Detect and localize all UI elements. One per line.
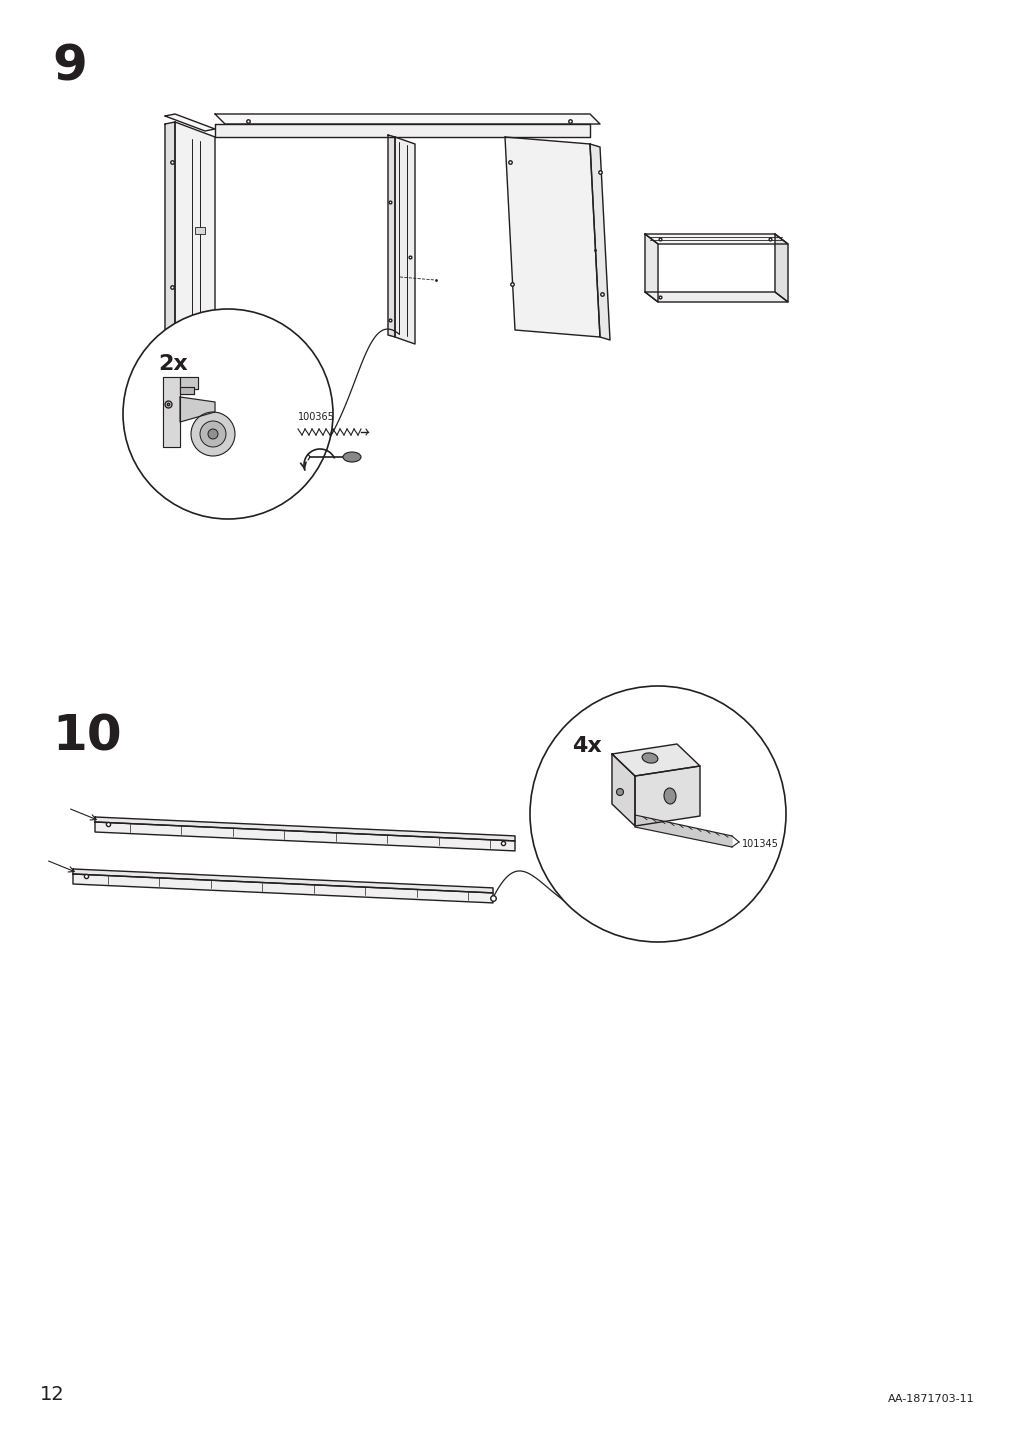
Circle shape xyxy=(123,309,333,518)
Ellipse shape xyxy=(641,753,657,763)
FancyBboxPatch shape xyxy=(195,228,205,233)
Ellipse shape xyxy=(616,789,623,796)
Text: 101345: 101345 xyxy=(741,839,778,849)
Polygon shape xyxy=(165,122,175,334)
Polygon shape xyxy=(612,755,634,826)
Polygon shape xyxy=(634,815,731,846)
Polygon shape xyxy=(95,822,515,851)
Text: 100365: 100365 xyxy=(297,412,335,422)
Text: 12: 12 xyxy=(40,1385,65,1403)
Polygon shape xyxy=(644,292,788,302)
Circle shape xyxy=(208,430,217,440)
Ellipse shape xyxy=(663,788,675,803)
Polygon shape xyxy=(589,145,610,339)
Polygon shape xyxy=(634,766,700,826)
Text: AA-1871703-11: AA-1871703-11 xyxy=(888,1393,974,1403)
Text: 4x: 4x xyxy=(571,736,602,756)
Circle shape xyxy=(191,412,235,455)
Polygon shape xyxy=(180,377,198,390)
Circle shape xyxy=(530,686,786,942)
Circle shape xyxy=(200,421,225,447)
Polygon shape xyxy=(774,233,788,302)
Polygon shape xyxy=(644,233,657,302)
Polygon shape xyxy=(180,387,194,394)
Polygon shape xyxy=(73,874,492,904)
Polygon shape xyxy=(95,818,515,841)
Polygon shape xyxy=(214,125,589,137)
Polygon shape xyxy=(165,115,214,130)
Text: 2x: 2x xyxy=(158,354,188,374)
Polygon shape xyxy=(214,115,600,125)
Polygon shape xyxy=(180,397,214,422)
Polygon shape xyxy=(73,869,492,894)
Polygon shape xyxy=(504,137,600,337)
Polygon shape xyxy=(175,122,214,347)
Polygon shape xyxy=(387,135,394,337)
Ellipse shape xyxy=(343,453,361,463)
Text: 10: 10 xyxy=(52,712,121,760)
Polygon shape xyxy=(163,377,180,447)
Text: 9: 9 xyxy=(52,42,87,90)
Polygon shape xyxy=(644,233,788,243)
Polygon shape xyxy=(394,137,415,344)
Polygon shape xyxy=(612,745,700,776)
